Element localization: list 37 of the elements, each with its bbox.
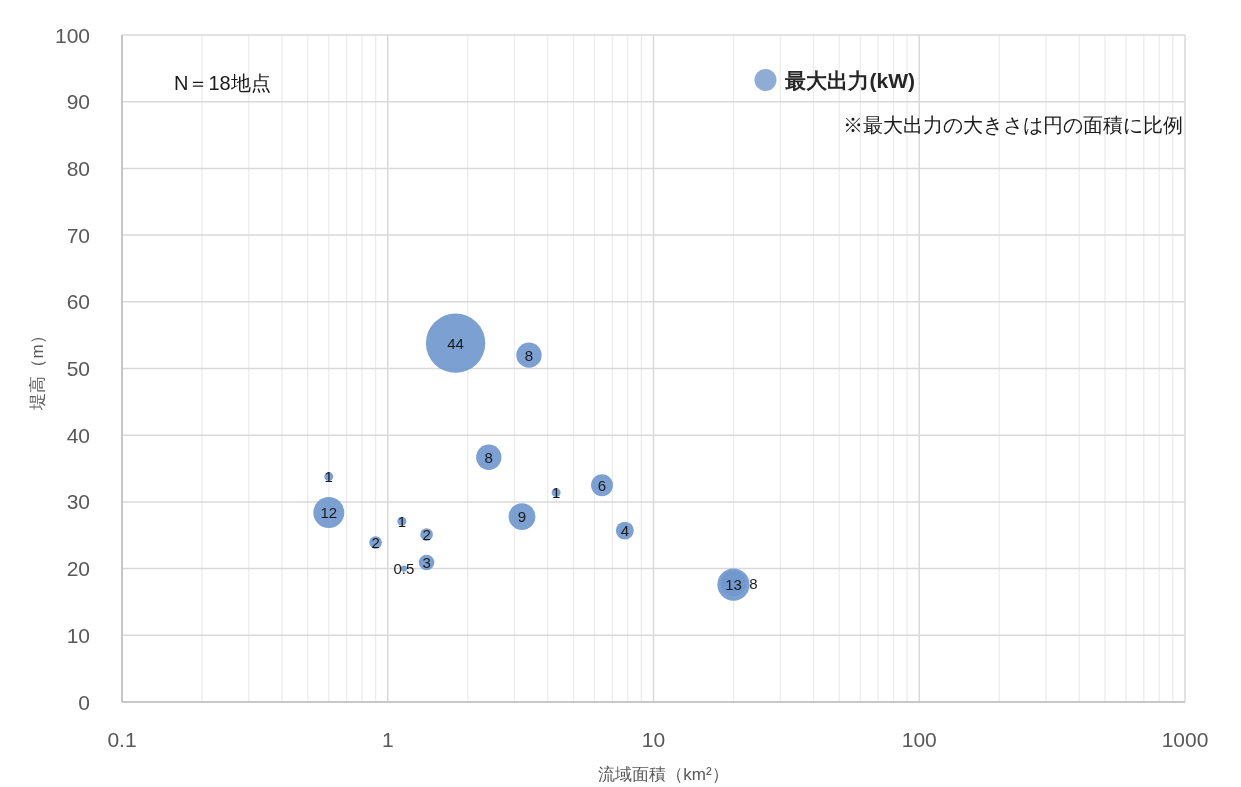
data-label: 9 <box>517 508 527 526</box>
data-label: 1 <box>324 468 333 486</box>
data-label: 12 <box>320 504 338 522</box>
data-label: 1 <box>397 512 407 530</box>
y-tick-label: 90 <box>66 90 90 114</box>
y-tick-label: 40 <box>66 423 90 447</box>
y-tick-label: 10 <box>66 623 90 647</box>
data-label: 8 <box>484 448 493 466</box>
y-axis-title: 堤高（m） <box>27 327 47 411</box>
data-label: 4 <box>620 522 629 540</box>
y-tick-label: 70 <box>66 223 90 247</box>
x-tick-label: 1 <box>381 727 394 751</box>
data-label: 8 <box>749 574 758 592</box>
y-tick-label: 50 <box>66 357 90 380</box>
y-tick-label: 80 <box>66 156 90 180</box>
data-label: 2 <box>371 534 380 552</box>
data-label: 3 <box>422 554 431 572</box>
legend-label: 最大出力(kW) <box>784 68 915 92</box>
x-tick-label: 0.1 <box>107 727 137 751</box>
data-label: 44 <box>447 334 464 352</box>
x-tick-label: 100 <box>901 727 937 751</box>
data-label: 13 <box>725 576 742 594</box>
data-label: 2 <box>422 526 431 544</box>
x-axis-title: 流域面積（km²） <box>598 764 729 784</box>
y-tick-label: 0 <box>78 690 90 714</box>
data-label: 8 <box>524 346 534 364</box>
annotation: N＝18地点 <box>174 72 271 94</box>
y-tick-label: 20 <box>66 557 90 581</box>
y-tick-label: 60 <box>66 290 90 314</box>
x-tick-label: 10 <box>641 727 666 751</box>
annotation: ※最大出力の大きさは円の面積に比例 <box>843 114 1183 136</box>
y-tick-label: 100 <box>54 23 90 47</box>
data-label: 6 <box>597 476 607 494</box>
y-tick-label: 30 <box>66 490 90 514</box>
x-tick-label: 1000 <box>1161 727 1209 751</box>
data-label: 0.5 <box>393 560 415 578</box>
data-label: 1 <box>551 484 561 502</box>
